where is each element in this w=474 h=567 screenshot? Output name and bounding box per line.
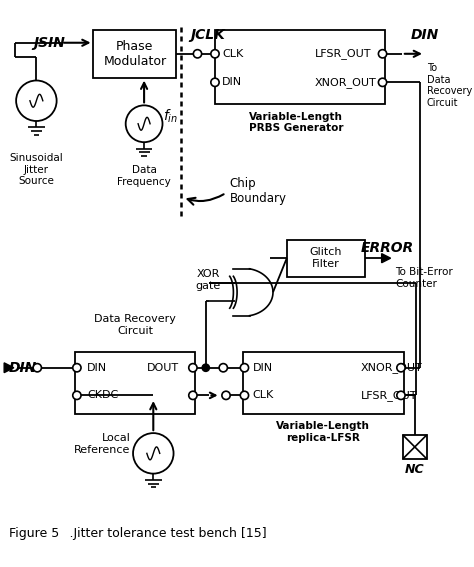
Bar (287, 240, 365, 277)
Text: XNOR_OUT: XNOR_OUT (360, 362, 422, 373)
Text: Phase
Modulator: Phase Modulator (103, 40, 166, 68)
Circle shape (211, 50, 219, 58)
Text: Chip
Boundary: Chip Boundary (230, 177, 287, 205)
Polygon shape (382, 253, 391, 263)
Text: Variable-Length
PRBS Generator: Variable-Length PRBS Generator (249, 112, 343, 133)
Circle shape (189, 363, 197, 372)
Text: XNOR_OUT: XNOR_OUT (314, 77, 376, 88)
Text: XOR
gate: XOR gate (195, 269, 220, 291)
Circle shape (16, 81, 56, 121)
Text: DIN: DIN (9, 361, 37, 375)
Circle shape (211, 78, 219, 87)
Circle shape (240, 391, 248, 400)
Bar (75, 352, 195, 414)
Circle shape (222, 391, 230, 400)
Circle shape (193, 50, 201, 58)
Text: Data
Frequency: Data Frequency (117, 165, 171, 187)
Text: JSIN: JSIN (33, 36, 65, 50)
Text: $f_{in}$: $f_{in}$ (164, 108, 179, 125)
Text: JCLK: JCLK (190, 28, 225, 43)
Polygon shape (4, 363, 14, 373)
Bar (93, 30, 176, 78)
Text: LFSR_OUT: LFSR_OUT (360, 390, 417, 401)
Text: To
Data
Recovery
Circuit: To Data Recovery Circuit (427, 63, 472, 108)
Text: DIN: DIN (253, 363, 273, 373)
Text: NC: NC (405, 463, 425, 476)
Circle shape (397, 391, 405, 400)
Text: Data Recovery
Circuit: Data Recovery Circuit (94, 314, 176, 336)
Circle shape (73, 363, 81, 372)
Circle shape (378, 50, 387, 58)
Bar (243, 352, 404, 414)
Text: CKDC: CKDC (87, 390, 118, 400)
Circle shape (219, 363, 228, 372)
Circle shape (397, 363, 405, 372)
Text: LFSR_OUT: LFSR_OUT (314, 48, 371, 59)
Circle shape (240, 363, 248, 372)
Bar (403, 435, 427, 459)
Text: DOUT: DOUT (147, 363, 179, 373)
Text: To Bit-Error
Counter: To Bit-Error Counter (395, 268, 453, 289)
Circle shape (33, 363, 41, 372)
Text: Variable-Length
replica-LFSR: Variable-Length replica-LFSR (276, 421, 370, 443)
Text: CLK: CLK (253, 390, 274, 400)
Circle shape (202, 364, 210, 371)
Bar (215, 30, 385, 104)
Text: Local
Reference: Local Reference (74, 433, 130, 455)
Text: CLK: CLK (222, 49, 244, 59)
Circle shape (378, 78, 387, 87)
Text: DIN: DIN (87, 363, 107, 373)
Text: DIN: DIN (222, 77, 243, 87)
Circle shape (133, 433, 173, 473)
Circle shape (189, 391, 197, 400)
Text: DIN: DIN (411, 28, 439, 43)
Text: ERROR: ERROR (360, 241, 414, 255)
Text: Sinusoidal
Jitter
Source: Sinusoidal Jitter Source (9, 153, 63, 187)
Circle shape (73, 391, 81, 400)
Text: Figure 5  .Jitter tolerance test bench [15]: Figure 5 .Jitter tolerance test bench [1… (9, 527, 266, 540)
Circle shape (126, 105, 163, 142)
Text: Glitch
Filter: Glitch Filter (309, 247, 342, 269)
